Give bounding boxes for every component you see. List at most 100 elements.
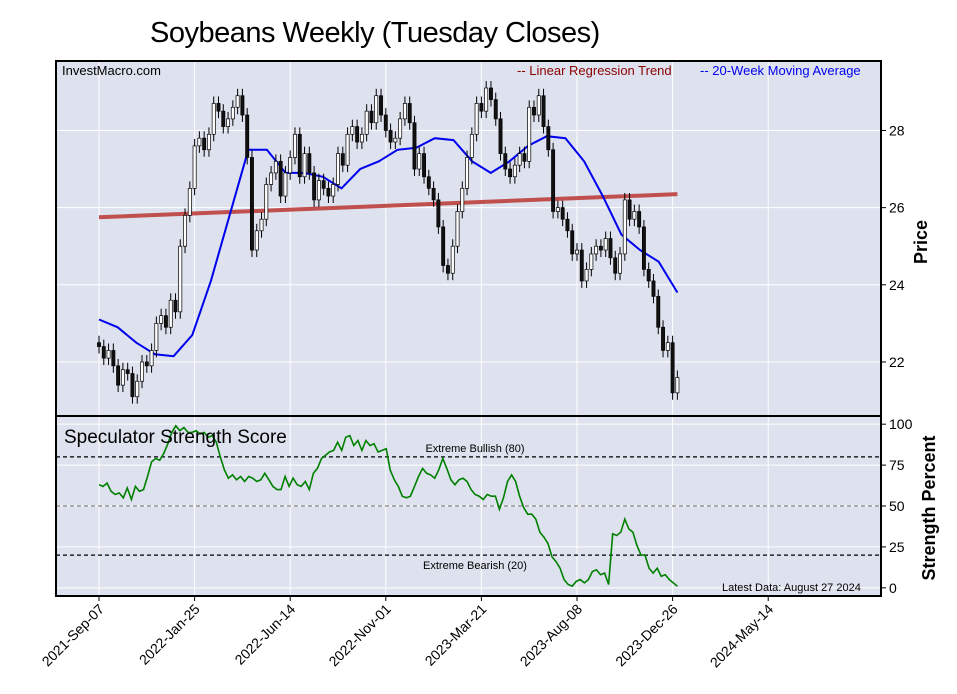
- candle-body: [503, 153, 508, 170]
- candle: [460, 181, 465, 219]
- candle-body: [183, 214, 187, 247]
- candle: [168, 293, 173, 335]
- candle-body: [445, 265, 450, 274]
- candle: [240, 88, 245, 122]
- candle: [269, 165, 274, 192]
- candle-body: [259, 218, 264, 232]
- candle-body: [489, 87, 493, 100]
- strength-y-tick-label: 25: [889, 539, 905, 555]
- candle: [622, 192, 627, 261]
- candle-body: [465, 157, 470, 189]
- price-axis-label: Price: [911, 220, 931, 264]
- strength-y-tick-label: 75: [889, 457, 905, 473]
- strength-y-axis: 0 25 50 75 100: [881, 416, 913, 596]
- candle-body: [388, 130, 393, 143]
- candle: [512, 158, 517, 184]
- candle: [579, 243, 584, 288]
- strength-y-tick-label: 100: [889, 416, 913, 432]
- candle: [594, 239, 599, 261]
- candle-body: [532, 106, 536, 116]
- x-tick-label: 2021-Sep-07: [39, 601, 108, 670]
- candle-body: [235, 95, 240, 108]
- candle: [278, 154, 283, 203]
- candle: [336, 146, 340, 192]
- candle-body: [240, 95, 245, 116]
- candle-body: [135, 380, 140, 398]
- candle: [570, 223, 575, 261]
- candle-body: [598, 245, 603, 251]
- candle: [183, 208, 187, 254]
- price-y-tick-label: 22: [889, 354, 905, 370]
- candle: [250, 150, 254, 258]
- candle: [106, 343, 111, 366]
- candle: [120, 362, 125, 393]
- legend-moving-average: -- 20-Week Moving Average: [700, 63, 861, 78]
- price-y-tick-label: 24: [889, 277, 905, 293]
- candle-body: [460, 187, 465, 212]
- candle: [441, 219, 446, 273]
- candle-body: [283, 172, 288, 197]
- candle: [340, 146, 345, 173]
- candle: [560, 200, 565, 227]
- candle-body: [651, 280, 656, 297]
- candle: [398, 111, 403, 146]
- candle-body: [670, 342, 675, 394]
- candle: [407, 96, 412, 130]
- candle-body: [226, 118, 231, 127]
- candle-body: [250, 157, 254, 251]
- candle: [374, 88, 379, 130]
- candle-body: [560, 207, 565, 220]
- candle-body: [125, 369, 130, 374]
- candle: [484, 81, 489, 119]
- moving-average-line: [98, 135, 679, 358]
- candle: [221, 104, 226, 134]
- candle: [641, 219, 646, 277]
- candle: [436, 192, 441, 234]
- candle: [211, 96, 216, 142]
- candle-body: [622, 199, 627, 255]
- candle: [402, 96, 407, 126]
- candle: [125, 362, 130, 381]
- candle: [173, 293, 178, 319]
- candle-body: [575, 249, 579, 255]
- candle-body: [450, 245, 455, 274]
- candle: [350, 119, 355, 142]
- candle-body: [245, 114, 250, 158]
- candle: [302, 146, 307, 184]
- candle: [417, 146, 422, 176]
- candle-body: [613, 257, 618, 274]
- candle-body: [431, 187, 436, 201]
- candle: [675, 370, 680, 400]
- candle: [479, 96, 484, 119]
- candle: [297, 127, 302, 184]
- candle: [445, 258, 450, 281]
- candle-body: [345, 133, 350, 166]
- x-tick-label: 2023-Mar-21: [422, 601, 490, 669]
- candle: [598, 239, 603, 258]
- candle-body: [159, 315, 164, 324]
- x-axis: 2021-Sep-07 2022-Jan-25 2022-Jun-14 2022-No…: [39, 596, 776, 670]
- candle-body: [264, 184, 269, 220]
- candle: [192, 138, 197, 196]
- candle: [493, 92, 498, 126]
- candle-body: [97, 342, 101, 347]
- candle-body: [316, 180, 321, 201]
- candle-body: [111, 350, 116, 367]
- candle-body: [426, 176, 431, 189]
- candle-body: [101, 346, 106, 359]
- candle: [646, 262, 651, 288]
- candle: [565, 212, 570, 238]
- candle: [331, 177, 336, 203]
- candle: [245, 108, 250, 165]
- candle-body: [130, 373, 135, 398]
- price-y-axis: 22 24 26 28: [881, 122, 905, 370]
- candle: [555, 200, 560, 219]
- candle: [474, 96, 479, 142]
- regression-trend-line: [98, 192, 678, 220]
- candle: [116, 358, 121, 393]
- candle-body: [484, 87, 489, 112]
- candle-body: [326, 187, 331, 197]
- candle-body: [297, 133, 302, 178]
- candle-body: [579, 249, 584, 282]
- price-grid: [56, 61, 881, 416]
